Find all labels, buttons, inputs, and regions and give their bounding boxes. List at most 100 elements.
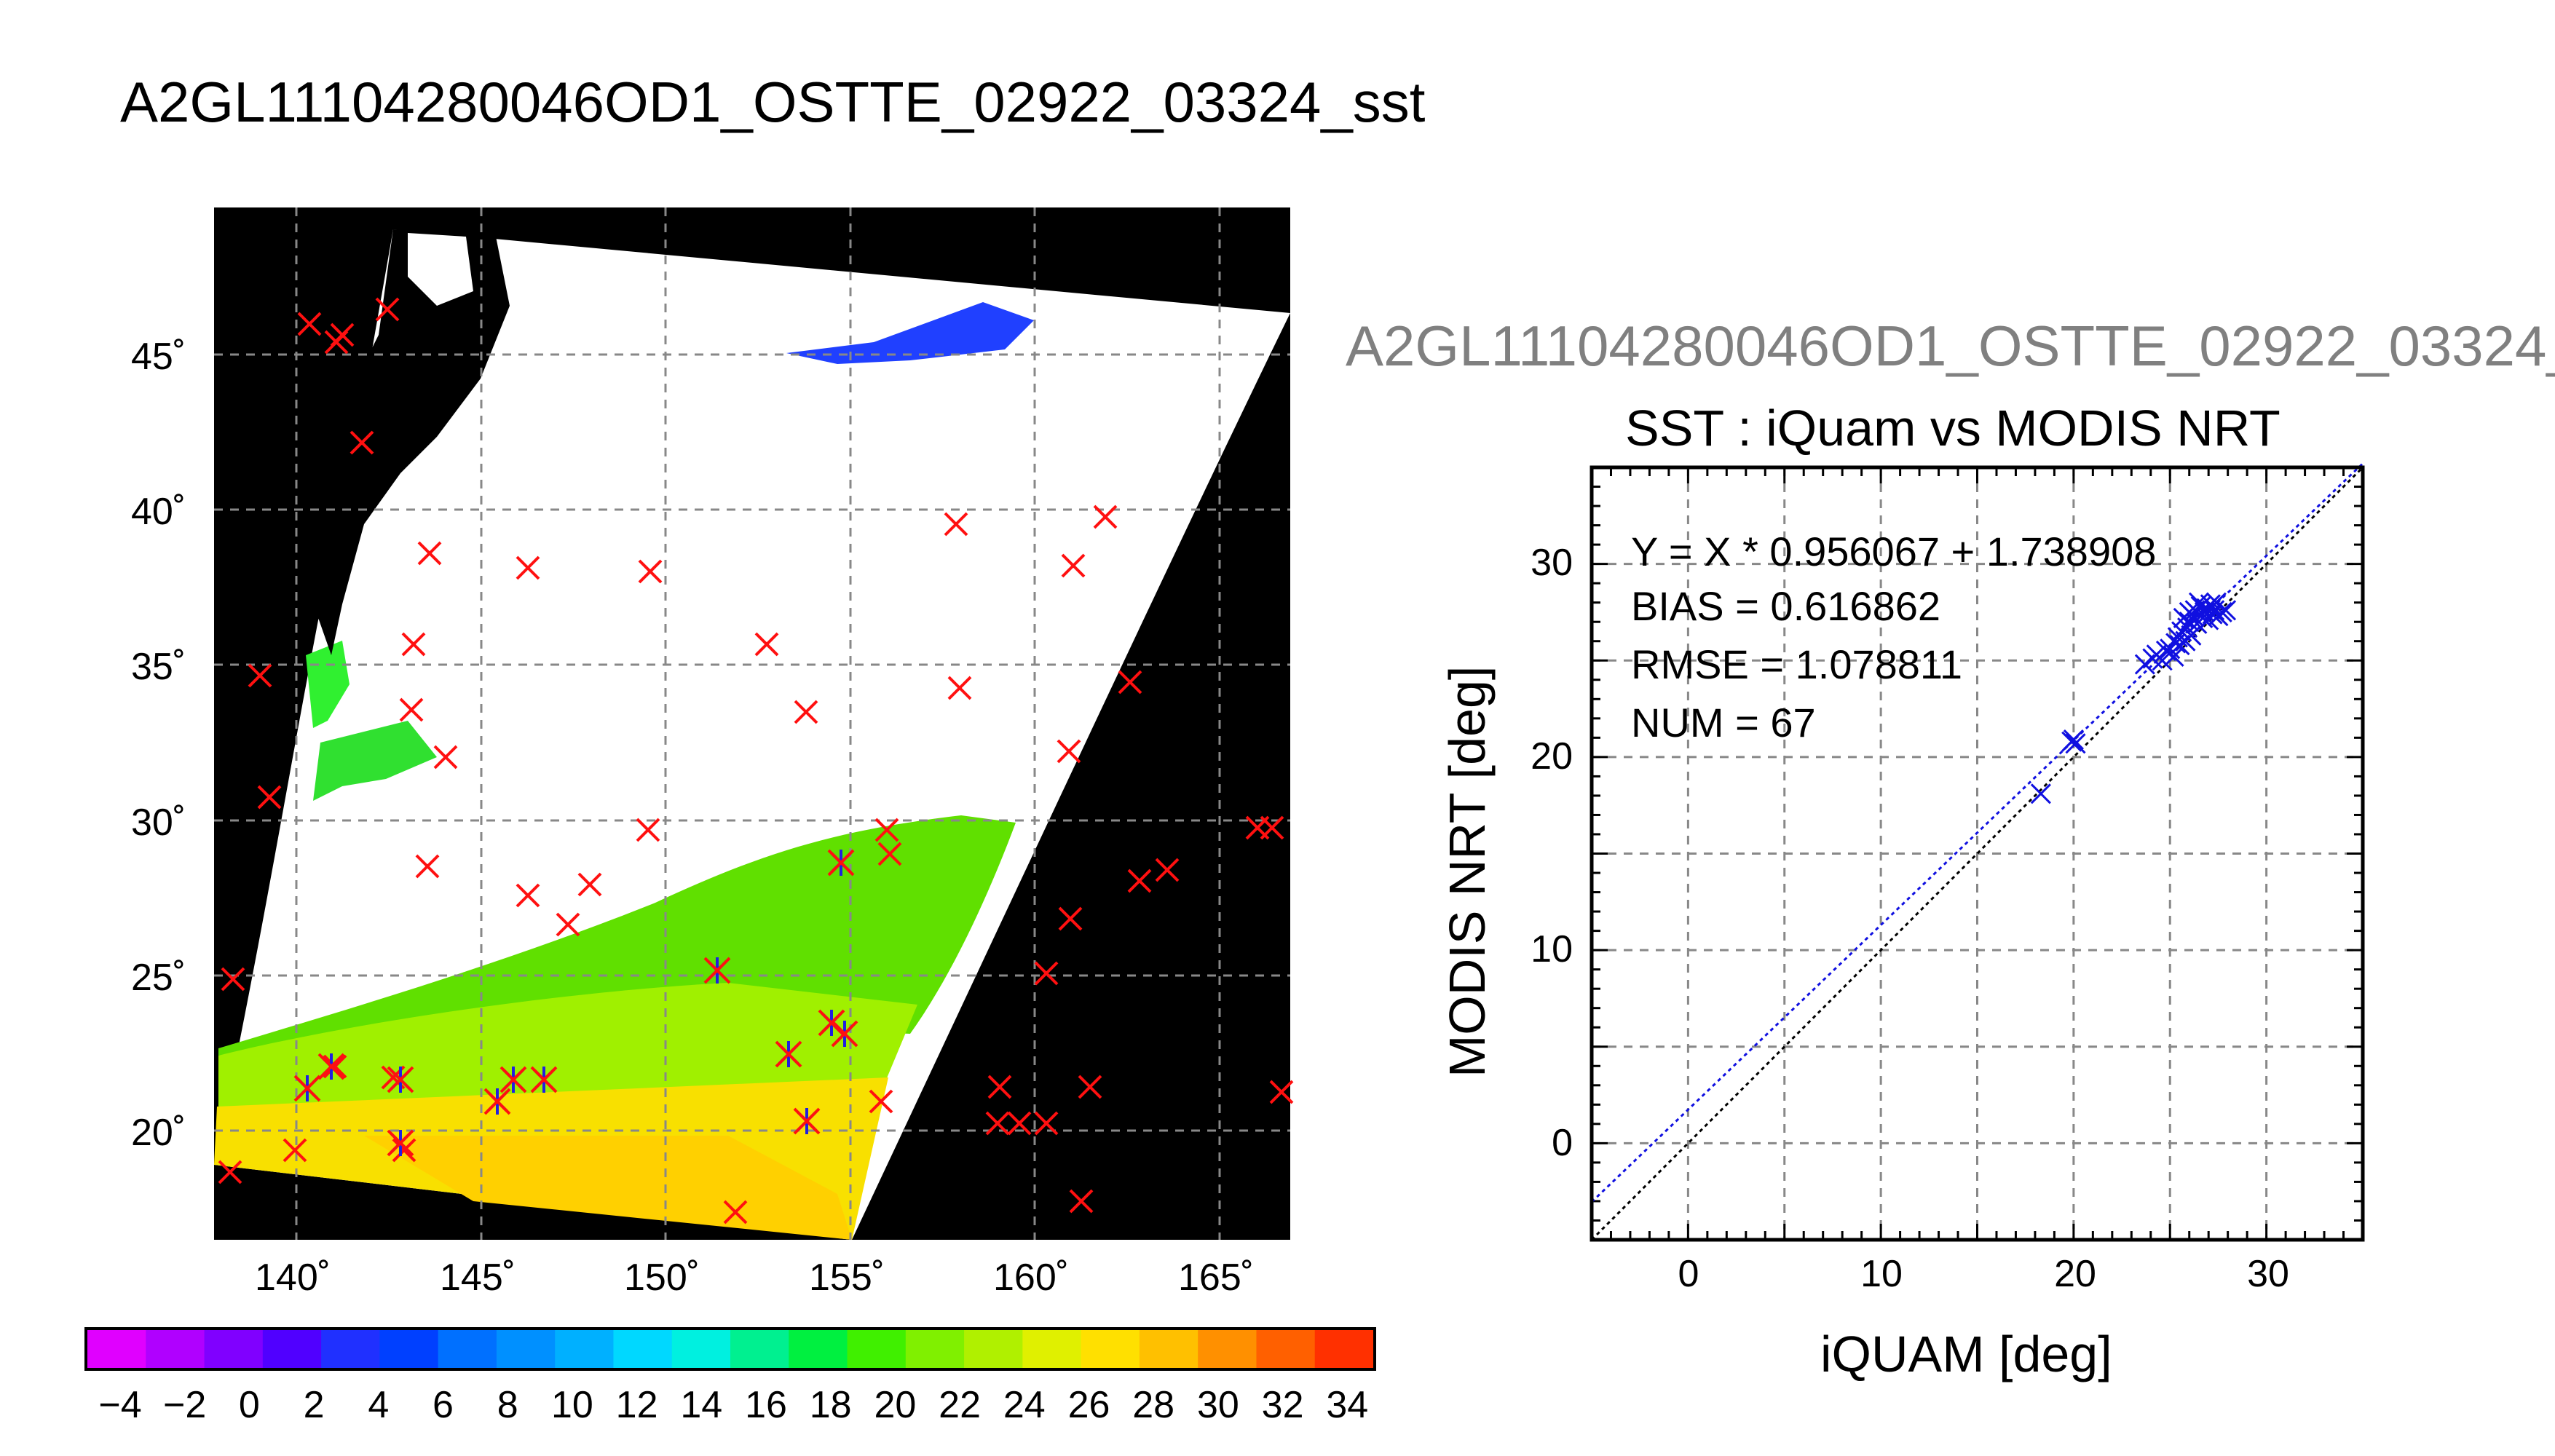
station-marker xyxy=(944,512,968,537)
colorbar-label: 32 xyxy=(1261,1384,1304,1426)
scatter-sub-title: A2GL11104280046OD1_OSTTE_02922_03324_s xyxy=(1346,314,2555,378)
y-tick-30: 30 xyxy=(1531,542,1573,584)
station-marker xyxy=(703,957,731,984)
lon-label-160: 160˚ xyxy=(993,1257,1070,1299)
station-marker xyxy=(483,1088,511,1115)
lat-label-40: 40˚ xyxy=(131,491,186,533)
x-tick-10: 10 xyxy=(1860,1253,1903,1295)
station-marker xyxy=(324,330,349,355)
stat-equation: Y = X * 0.956067 + 1.738908 xyxy=(1631,529,2157,574)
colorbar-label: 16 xyxy=(745,1384,787,1426)
colorbar-swatch xyxy=(321,1330,381,1368)
colorbar-swatch xyxy=(905,1330,965,1368)
colorbar-swatch xyxy=(262,1330,323,1368)
colorbar-swatch xyxy=(146,1330,205,1368)
station-marker xyxy=(399,697,424,722)
station-marker xyxy=(831,1020,858,1048)
station-marker xyxy=(323,1054,347,1079)
station-marker xyxy=(793,1107,821,1135)
station-marker xyxy=(1061,553,1086,578)
colorbar-swatch xyxy=(87,1330,147,1368)
y-tick-10: 10 xyxy=(1531,928,1573,970)
colorbar-swatch xyxy=(1256,1330,1316,1368)
station-marker xyxy=(297,312,322,336)
station-marker xyxy=(433,745,458,769)
colorbar-swatch xyxy=(730,1330,790,1368)
station-marker xyxy=(1093,505,1118,529)
colorbar-label: 10 xyxy=(550,1384,593,1426)
station-marker xyxy=(577,872,602,897)
station-marker xyxy=(877,842,902,866)
station-marker xyxy=(257,785,282,810)
station-marker xyxy=(987,1075,1012,1099)
colorbar-label: 6 xyxy=(433,1384,454,1426)
y-axis-title: MODIS NRT [deg] xyxy=(1439,665,1496,1077)
station-marker xyxy=(499,1066,527,1093)
colorbar-label: 24 xyxy=(1003,1384,1046,1426)
colorbar-swatch xyxy=(438,1330,497,1368)
station-marker xyxy=(947,676,972,700)
station-marker xyxy=(530,1066,558,1093)
data-point xyxy=(2171,621,2192,642)
station-marker xyxy=(775,1040,802,1068)
station-marker xyxy=(1269,1080,1294,1104)
station-marker xyxy=(636,818,660,842)
lat-label-45: 45˚ xyxy=(131,336,186,378)
lat-label-35: 35˚ xyxy=(131,646,186,688)
station-marker xyxy=(1260,815,1284,840)
station-marker xyxy=(401,632,426,657)
colorbar-swatch xyxy=(789,1330,848,1368)
colorbar-swatch xyxy=(1139,1330,1199,1368)
station-marker xyxy=(392,1138,416,1163)
station-marker xyxy=(723,1200,748,1224)
lon-label-155: 155˚ xyxy=(809,1257,885,1299)
colorbar-label: −4 xyxy=(98,1384,142,1426)
station-marker xyxy=(985,1111,1010,1136)
lon-label-165: 165˚ xyxy=(1178,1257,1255,1299)
colorbar-label: 34 xyxy=(1326,1384,1369,1426)
station-marker xyxy=(375,297,400,322)
colorbar-swatch xyxy=(1198,1330,1257,1368)
station-marker xyxy=(415,854,440,879)
x-axis-title: iQUAM [deg] xyxy=(1820,1326,2112,1382)
colorbar-swatch xyxy=(847,1330,907,1368)
station-marker xyxy=(794,700,818,724)
data-point xyxy=(2211,601,2232,622)
colorbar-swatch xyxy=(1314,1330,1374,1368)
colorbar-swatch xyxy=(1022,1330,1082,1368)
station-marker xyxy=(1078,1075,1102,1099)
colorbar-swatch xyxy=(555,1330,615,1368)
lon-label-140: 140˚ xyxy=(255,1257,331,1299)
data-point xyxy=(2181,625,2202,646)
station-marker xyxy=(248,663,272,688)
station-marker xyxy=(283,1138,307,1163)
station-marker xyxy=(350,430,374,455)
x-tick-20: 20 xyxy=(2054,1253,2096,1295)
data-point xyxy=(2030,783,2051,804)
colorbar-label: 22 xyxy=(939,1384,982,1426)
station-marker xyxy=(221,967,245,992)
x-tick-0: 0 xyxy=(1678,1253,1699,1295)
y-tick-20: 20 xyxy=(1531,735,1573,778)
data-point xyxy=(2215,600,2237,621)
station-marker xyxy=(869,1089,893,1114)
colorbar-swatch xyxy=(613,1330,673,1368)
colorbar-label: 4 xyxy=(368,1384,390,1426)
data-point xyxy=(2205,592,2227,613)
station-marker xyxy=(218,1160,242,1184)
colorbar-label: 30 xyxy=(1196,1384,1239,1426)
station-marker xyxy=(1034,1111,1059,1136)
colorbar-swatch xyxy=(1081,1330,1140,1368)
lat-label-25: 25˚ xyxy=(131,957,186,999)
y-tick-0: 0 xyxy=(1552,1122,1573,1164)
station-marker xyxy=(387,1066,414,1093)
colorbar-label: 14 xyxy=(680,1384,723,1426)
station-marker xyxy=(1057,739,1081,764)
colorbar-swatch xyxy=(379,1330,439,1368)
data-point xyxy=(2155,640,2177,662)
colorbar-swatch xyxy=(671,1330,731,1368)
colorbar-label: −2 xyxy=(163,1384,207,1426)
station-marker xyxy=(556,912,580,937)
data-point xyxy=(2169,634,2190,656)
